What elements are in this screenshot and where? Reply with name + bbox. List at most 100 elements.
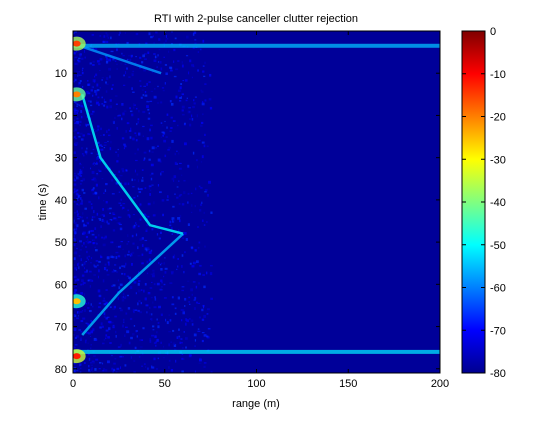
heatmap-speckle bbox=[131, 73, 134, 76]
heatmap-speckle bbox=[74, 190, 77, 193]
heatmap-speckle bbox=[119, 283, 123, 286]
colorbar-tick-label: 0 bbox=[490, 26, 496, 38]
heatmap-speckle bbox=[129, 110, 133, 113]
heatmap-speckle bbox=[80, 110, 83, 113]
heatmap-speckle bbox=[120, 204, 123, 207]
heatmap-speckle bbox=[101, 178, 104, 180]
heatmap-speckle bbox=[79, 124, 81, 127]
heatmap-speckle bbox=[104, 165, 107, 169]
heatmap-speckle bbox=[185, 55, 189, 57]
heatmap-speckle bbox=[158, 38, 161, 41]
heatmap-speckle bbox=[98, 169, 100, 171]
heatmap-speckle bbox=[136, 173, 139, 176]
heatmap-speckle bbox=[149, 128, 151, 132]
heatmap-speckle bbox=[151, 184, 154, 186]
heatmap-speckle bbox=[87, 100, 91, 102]
heatmap-speckle bbox=[203, 144, 206, 148]
heatmap-speckle bbox=[209, 265, 213, 267]
heatmap-speckle bbox=[181, 357, 184, 360]
heatmap-speckle bbox=[97, 128, 100, 131]
x-tick-label: 0 bbox=[70, 378, 76, 390]
heatmap-speckle bbox=[169, 282, 173, 285]
heatmap-speckle bbox=[73, 216, 75, 220]
heatmap-speckle bbox=[151, 228, 154, 231]
heatmap-speckle bbox=[141, 179, 144, 182]
heatmap-speckle bbox=[128, 76, 131, 78]
heatmap-speckle bbox=[102, 40, 106, 44]
heatmap-speckle bbox=[119, 175, 123, 177]
heatmap-speckle bbox=[175, 68, 179, 71]
heatmap-speckle bbox=[197, 226, 199, 228]
heatmap-speckle bbox=[206, 221, 208, 223]
heatmap-speckle bbox=[75, 285, 77, 287]
heatmap-speckle bbox=[160, 262, 163, 264]
heatmap-speckle bbox=[138, 355, 141, 358]
heatmap-speckle bbox=[85, 302, 87, 305]
heatmap-speckle bbox=[92, 216, 96, 218]
heatmap-speckle bbox=[78, 194, 80, 198]
heatmap-speckle bbox=[160, 341, 162, 344]
heatmap-speckle bbox=[160, 267, 163, 271]
heatmap-speckle bbox=[156, 318, 158, 321]
heatmap-speckle bbox=[202, 70, 205, 73]
heatmap-speckle bbox=[168, 314, 170, 316]
heatmap-speckle bbox=[90, 320, 92, 322]
heatmap-speckle bbox=[204, 191, 207, 193]
heatmap-speckle bbox=[203, 75, 206, 78]
heatmap-speckle bbox=[194, 345, 196, 348]
heatmap-speckle bbox=[91, 189, 94, 192]
heatmap-speckle bbox=[83, 309, 86, 312]
heatmap-speckle bbox=[123, 265, 126, 268]
heatmap-speckle bbox=[122, 355, 124, 358]
heatmap-speckle bbox=[165, 136, 168, 139]
heatmap-speckle bbox=[171, 226, 173, 230]
heatmap-speckle bbox=[184, 337, 188, 340]
heatmap-speckle bbox=[165, 39, 167, 43]
heatmap-speckle bbox=[123, 296, 127, 299]
heatmap-speckle bbox=[178, 180, 180, 182]
heatmap-speckle bbox=[77, 109, 79, 113]
heatmap-speckle bbox=[176, 150, 178, 152]
heatmap-speckle bbox=[201, 219, 204, 222]
heatmap-speckle bbox=[81, 199, 83, 203]
heatmap-speckle bbox=[79, 162, 81, 165]
heatmap-speckle bbox=[79, 240, 83, 243]
heatmap-speckle bbox=[204, 99, 207, 102]
heatmap-speckle bbox=[92, 163, 94, 165]
heatmap-speckle bbox=[188, 71, 190, 75]
heatmap-speckle bbox=[173, 219, 176, 222]
heatmap-speckle bbox=[126, 122, 130, 124]
heatmap-speckle bbox=[122, 248, 124, 250]
heatmap-speckle bbox=[110, 241, 112, 243]
heatmap-speckle bbox=[186, 319, 189, 322]
heatmap-speckle bbox=[74, 172, 76, 175]
heatmap-speckle bbox=[113, 305, 117, 309]
heatmap-speckle bbox=[93, 164, 95, 166]
heatmap-speckle bbox=[73, 240, 77, 243]
heatmap-track bbox=[73, 42, 162, 75]
heatmap-speckle bbox=[177, 296, 181, 300]
heatmap-speckle bbox=[73, 137, 75, 139]
heatmap-speckle bbox=[113, 269, 117, 272]
heatmap-speckle bbox=[208, 98, 212, 101]
heatmap-speckle bbox=[74, 137, 77, 140]
colorbar-axis: 0 -10 -20 -30 -40 -50 -60 -70 -80 bbox=[462, 26, 506, 380]
heatmap-speckle bbox=[183, 180, 186, 182]
heatmap-speckle bbox=[150, 318, 152, 320]
heatmap-speckle bbox=[110, 36, 112, 40]
heatmap-speckle bbox=[87, 231, 89, 234]
heatmap-speckle bbox=[183, 142, 187, 146]
heatmap-speckle bbox=[182, 311, 185, 315]
heatmap-speckle bbox=[119, 307, 122, 309]
heatmap-speckle bbox=[133, 324, 136, 327]
heatmap-speckle bbox=[88, 270, 92, 273]
heatmap-speckle bbox=[122, 84, 126, 86]
heatmap-speckle bbox=[86, 216, 88, 219]
heatmap-speckle bbox=[87, 80, 89, 82]
heatmap-speckle bbox=[105, 55, 108, 58]
heatmap-speckle bbox=[206, 194, 209, 197]
heatmap-speckle bbox=[133, 179, 136, 181]
heatmap-speckle bbox=[201, 90, 204, 93]
heatmap-speckle bbox=[99, 218, 101, 221]
